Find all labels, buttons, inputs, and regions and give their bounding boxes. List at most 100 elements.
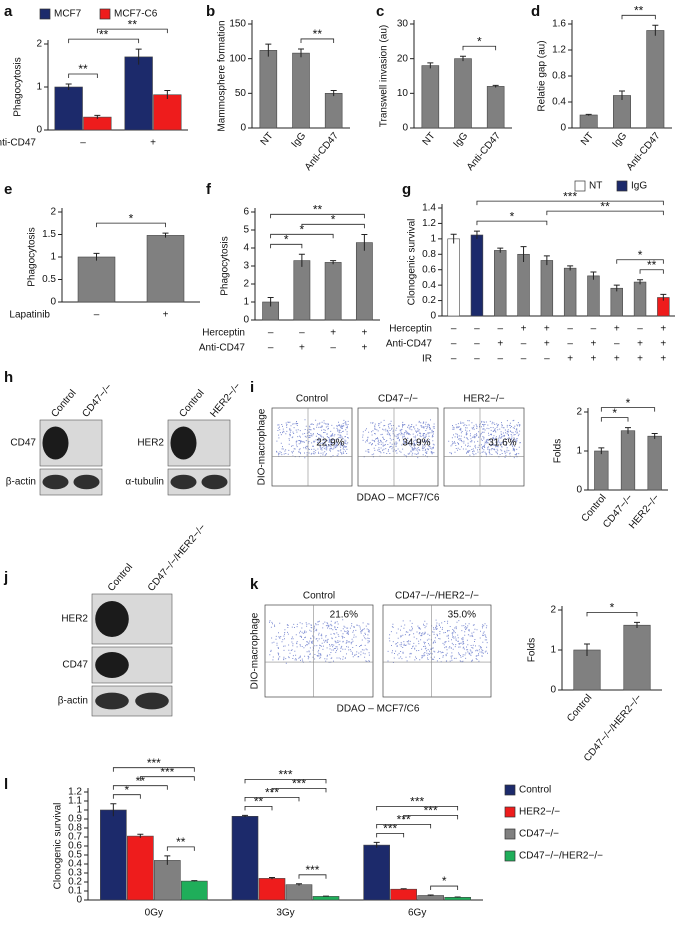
significance-label: *** [383,822,397,836]
significance-bracket [112,785,168,790]
significance-label: *** [265,786,279,800]
significance-label: ** [78,62,88,76]
legend-swatch [504,784,516,796]
bar [573,649,601,691]
panel-letter: g [402,181,411,198]
gate-percent: 22.9% [316,438,344,449]
plot-title: CD47−/− [378,394,418,405]
error-bar [613,284,620,292]
y-tick-label: 2 [550,605,556,616]
blot-band [95,692,129,710]
error-bar [242,814,249,818]
bar [285,884,313,901]
y-axis-title: Transwell invasion (au) [379,25,390,127]
y-tick-label: 2 [576,407,582,418]
bar [447,238,460,317]
condition-value: – [268,328,274,339]
significance-label: *** [292,777,306,791]
lane-label: CD47−/−/HER2−/− [146,522,208,593]
y-axis-title: DIO-macrophage [257,408,268,485]
y-tick-label: 1.6 [552,19,566,30]
error-bar [543,255,550,266]
panel-letter: h [4,369,13,386]
error-bar [94,114,101,119]
event-dots [276,419,349,459]
significance-bracket [546,210,664,216]
significance-bracket [476,200,664,206]
y-tick-label: 0.4 [552,97,566,108]
significance-bracket [301,223,365,229]
significance-label: * [612,406,617,420]
error-bar [590,271,597,280]
significance-label: ** [634,3,644,17]
y-tick-label: 0.8 [552,71,566,82]
error-bar [295,883,302,886]
x-tick-label: + [163,310,169,321]
y-tick-label: 0.2 [68,877,82,888]
condition-value: + [497,339,503,350]
error-bar [330,260,337,265]
significance-label: ** [647,258,657,272]
error-bar [585,113,592,116]
legend-swatch [99,8,111,20]
condition-value: + [660,339,666,350]
category-label: Anti-CD47 [0,138,36,149]
y-tick-label: 0.4 [422,280,436,291]
blot-band [95,652,129,678]
x-tick-label: IgG [290,130,309,150]
significance-label: *** [278,768,292,782]
event-dots [387,619,488,663]
y-tick-label: 0.3 [68,868,82,879]
y-axis-title: Folds [553,439,564,463]
row-label: β-actin [6,477,36,488]
error-bar [584,643,590,656]
bar [231,815,259,901]
bar [324,262,342,321]
error-bar [298,253,305,267]
lane-label: CD47−/− [80,382,114,420]
bar [292,52,310,129]
error-bar [567,265,574,271]
bar [54,86,83,131]
condition-value: + [660,324,666,335]
legend-swatch [39,8,51,20]
y-tick-label: 1.1 [68,796,82,807]
significance-bracket [271,788,327,793]
blot-band [201,474,228,490]
y-tick-label: 0 [240,123,246,134]
legend-swatch [616,180,628,192]
condition-value: + [591,354,597,365]
x-tick-label: 6Gy [408,908,426,919]
legend-label: MCF7 [54,9,82,20]
y-tick-label: 0 [430,311,436,322]
significance-label: * [284,232,289,246]
event-dots [269,619,370,664]
significance-label: *** [410,795,424,809]
significance-label: * [129,211,134,225]
error-bar [93,252,100,261]
significance-bracket [68,73,98,78]
bar [633,281,647,317]
bar [355,242,373,321]
significance-label: * [331,212,336,226]
error-bar [625,427,631,434]
condition-value: – [614,339,620,350]
error-bar [269,877,276,880]
x-tick-label: – [94,310,100,321]
significance-bracket [376,833,405,838]
bar [623,624,651,691]
error-bar [634,621,640,628]
condition-value: + [591,339,597,350]
significance-label: ** [176,835,186,849]
significance-bracket [244,806,273,811]
x-tick-label: 3Gy [276,908,294,919]
bar [587,275,600,317]
condition-value: – [544,354,550,365]
error-bar [660,293,667,301]
significance-bracket [376,824,432,829]
x-tick-label: NT [259,131,276,148]
y-tick-label: 0 [36,125,42,136]
x-tick-label: NT [579,131,596,148]
x-axis-title: DDAO – MCF7/C6 [337,704,420,715]
significance-label: ** [600,199,610,213]
